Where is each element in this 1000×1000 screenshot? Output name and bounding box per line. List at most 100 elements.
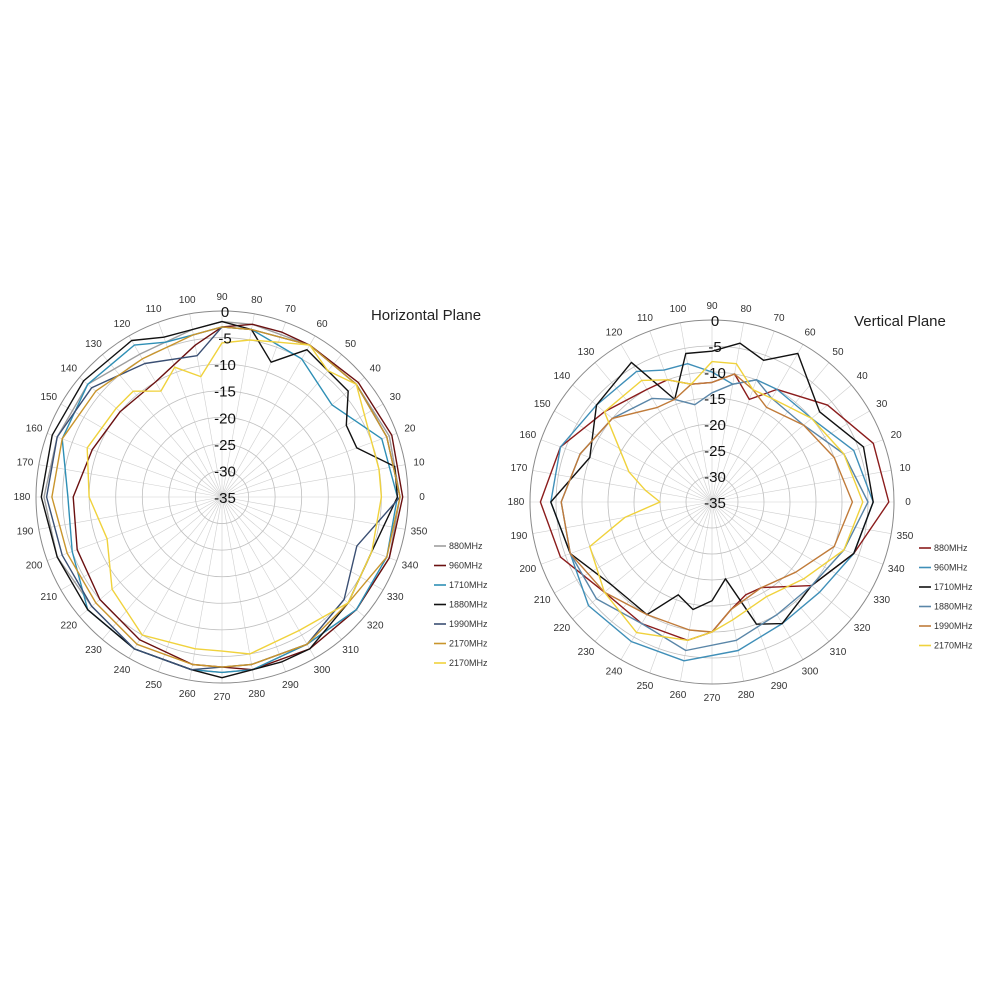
angle-spoke [221,433,397,498]
radial-tick-label: -15 [214,384,236,401]
series-line-3 [61,326,399,674]
grid-ring [141,416,303,578]
angle-tick-label: 350 [411,527,428,538]
angle-spoke [221,496,255,681]
angle-tick-label: 250 [637,681,654,692]
legend-entry-label: 1880MHz [449,600,488,610]
angle-tick-label: 230 [578,647,595,658]
legend-entry-label: 960MHz [449,561,483,571]
radial-tick-label: -15 [704,391,726,408]
radial-tick-label: -30 [214,463,236,480]
angle-tick-label: 240 [606,667,623,678]
angle-spoke [711,501,892,534]
grid-ring [633,423,791,581]
angle-spoke [711,470,892,503]
angle-tick-label: 260 [179,689,196,700]
angle-spoke [540,439,713,503]
grid-ring [168,443,276,551]
angle-spoke [47,433,223,498]
angle-spoke [221,403,384,498]
angle-spoke [554,501,713,594]
angle-spoke [594,501,713,642]
angle-tick-label: 300 [314,665,331,676]
radial-tick-label: -30 [704,469,726,486]
angle-spoke [680,501,713,682]
angle-tick-label: 310 [830,647,847,658]
angle-spoke [711,501,744,682]
angle-tick-label: 40 [370,363,382,374]
angle-tick-label: 110 [637,313,653,324]
angle-tick-label: 120 [114,319,131,330]
angle-spoke [680,322,713,503]
angle-spoke [221,322,286,498]
angle-spoke [649,501,713,674]
chart-title: Vertical Plane [854,313,946,330]
radial-tick-label: -20 [214,410,236,427]
series-line-1 [539,373,890,641]
angle-spoke [649,330,713,503]
radial-tick-label: -25 [214,437,236,454]
angle-tick-label: 60 [804,327,816,338]
angle-spoke [60,403,223,498]
angle-tick-label: 180 [14,492,31,503]
angle-tick-label: 190 [17,527,34,538]
legend-entry-label: 2170MHz [449,658,488,668]
legend-entry-label: 880MHz [449,541,483,551]
radial-tick-label: -25 [704,443,726,460]
series-line-5 [560,373,854,633]
angle-tick-label: 200 [519,564,536,575]
angle-tick-label: 10 [899,463,911,474]
angle-tick-label: 190 [511,531,528,542]
series-line-6 [589,360,864,641]
polar-chart-1: 90 80706050403020100350340330320310300290… [14,292,488,703]
angle-tick-label: 280 [248,689,265,700]
angle-tick-label: 30 [390,392,402,403]
series-line-2 [550,363,874,662]
angle-spoke [572,501,713,620]
chart-title: Horizontal Plane [371,307,481,324]
angle-spoke [711,330,775,503]
angle-tick-label: 0 [419,492,425,503]
angle-tick-label: 210 [40,592,57,603]
series-line-4 [40,320,399,679]
angle-tick-label: 80 [740,304,752,315]
angle-tick-label: 330 [387,592,404,603]
legend-entry-label: 1710MHz [934,582,973,592]
angle-spoke [189,496,223,681]
angle-tick-label: 260 [670,690,687,701]
angle-tick-label: 160 [519,430,536,441]
angle-tick-label: 340 [888,564,905,575]
angle-spoke [711,501,775,674]
legend-entry-label: 960MHz [934,563,968,573]
angle-tick-label: 290 [282,680,299,691]
angle-tick-label: 320 [854,623,871,634]
angle-tick-label: 270 [214,692,231,703]
legend-entry-label: 2170MHz [449,639,488,649]
angle-spoke [38,464,223,498]
angle-spoke [221,377,365,498]
series-line-2 [72,323,404,671]
angle-tick-label: 220 [554,623,571,634]
angle-tick-label: 100 [179,295,196,306]
grid-ring [115,390,329,604]
angle-spoke [158,322,223,498]
angle-spoke [711,322,744,503]
angle-tick-label: 40 [857,371,869,382]
angle-tick-label: 90 [706,301,718,312]
radial-tick-label: -10 [214,357,236,374]
angle-tick-label: 290 [771,681,788,692]
angle-spoke [711,501,852,620]
polar-chart-2: 90 80706050403020100350340330320310300290… [508,301,973,704]
angle-tick-label: 100 [670,304,687,315]
radial-tick-label: -35 [704,495,726,512]
angle-spoke [128,496,223,659]
legend-entry-label: 1990MHz [449,619,488,629]
angle-spoke [128,335,223,498]
angle-tick-label: 250 [145,680,162,691]
angle-spoke [221,496,384,591]
angle-tick-label: 320 [367,621,384,632]
angle-tick-label: 150 [40,392,57,403]
angle-tick-label: 180 [508,497,525,508]
angle-tick-label: 280 [738,690,755,701]
